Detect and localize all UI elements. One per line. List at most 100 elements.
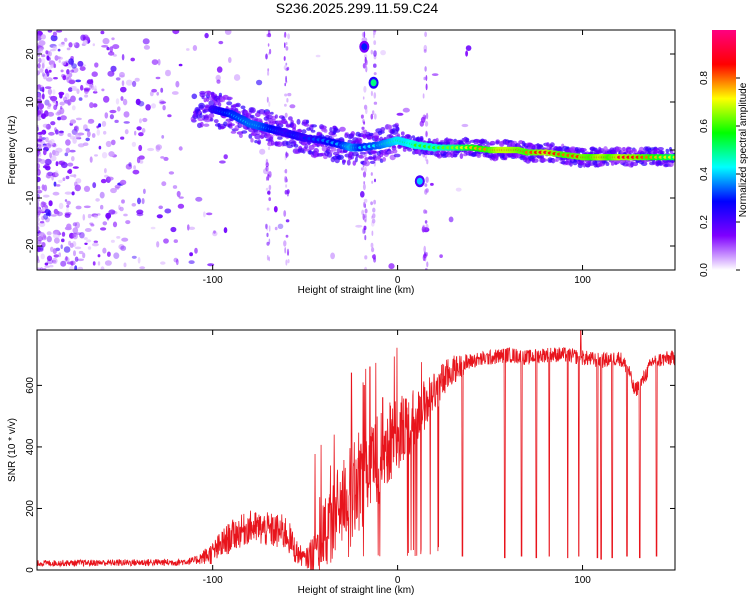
spectrogram-ridge-halo	[350, 155, 354, 160]
spectrogram-ridge-halo	[665, 148, 670, 153]
spectrogram-ridge-halo	[228, 123, 235, 127]
spectrogram-speckle	[138, 132, 144, 137]
spectrogram-speckle	[97, 254, 101, 258]
spectrogram-ridge-halo	[339, 126, 346, 132]
spectrogram-streak	[371, 215, 373, 220]
spectrogram-streak	[426, 112, 429, 120]
spectrogram-streak	[423, 49, 427, 53]
spectrogram-ridge-halo	[226, 101, 233, 106]
spectrogram-speckle	[71, 128, 78, 135]
spectrogram-streak	[364, 59, 368, 66]
spectrogram-speckle	[48, 69, 52, 73]
spectrogram-ridge-halo	[329, 127, 333, 133]
spectrogram-streak	[363, 85, 367, 93]
spectrogram-speckle	[47, 56, 51, 61]
spectrogram-speckle	[134, 77, 140, 82]
spectrogram-speckle	[79, 66, 86, 71]
spectrogram-streak	[364, 219, 367, 223]
spectrogram-ridge-halo	[288, 116, 293, 121]
spectrogram-speckle	[139, 266, 146, 270]
spectrogram-ridge-halo	[643, 160, 648, 165]
snr-y-label: SNR (10 * v/v)	[7, 418, 18, 482]
spectrogram-ridge-halo	[274, 114, 278, 119]
spectrogram-ridge-halo	[354, 156, 358, 163]
spectrogram-speckle	[107, 70, 115, 77]
spectrogram-ridge-halo	[358, 154, 365, 159]
spectrogram-ridge-halo	[352, 160, 357, 166]
spectrogram-ridge-halo	[419, 137, 423, 142]
spectrogram-speckle	[61, 231, 66, 237]
spectrogram-speckle	[109, 46, 114, 53]
spectrogram-speckle	[37, 109, 40, 117]
spectrogram-speckle	[107, 251, 111, 257]
spectrogram-speckle	[75, 205, 82, 210]
spectrogram-ridge-halo	[368, 132, 374, 136]
spectrogram-streak	[284, 42, 286, 49]
spectrogram-ridge-halo	[632, 161, 639, 167]
spectrogram-ridge-halo	[549, 142, 555, 148]
spectrogram-speckle	[41, 113, 46, 119]
spectrogram-streak	[425, 223, 429, 231]
spectrogram-streak	[422, 93, 425, 99]
spectrogram-speckle	[37, 150, 41, 153]
spectrogram-speckle	[155, 76, 161, 80]
spectrogram-speckle	[86, 130, 91, 138]
spectrogram-ridge-halo	[208, 113, 215, 119]
spectrogram-speckle	[141, 198, 145, 205]
spectrogram-speckle	[188, 226, 196, 230]
spectrogram-speckle	[39, 267, 44, 270]
spectrogram-ridge-halo	[193, 113, 198, 118]
spectrogram-ridge-halo	[199, 121, 204, 128]
spectrogram-speckle	[66, 47, 71, 51]
y-tick-label: -20	[25, 238, 36, 253]
spectrogram-streak	[364, 54, 368, 59]
spectrogram-streak	[423, 209, 427, 214]
spectrogram-ridge-halo	[282, 120, 287, 125]
spectrogram-ridge-halo	[459, 153, 464, 159]
spectrogram-streak	[363, 104, 368, 110]
spectrogram-speckle	[58, 59, 61, 63]
spectrogram-speckle	[171, 91, 179, 95]
spectrogram-streak	[266, 96, 269, 103]
spectrogram-speckle	[228, 57, 232, 63]
spectrogram-speckle	[355, 224, 363, 228]
spectrogram-ridge-halo	[495, 154, 499, 161]
spectrogram-streak	[285, 75, 287, 83]
spectrogram-streak	[422, 254, 426, 262]
spectrogram-ridge-halo	[395, 126, 400, 132]
spectrogram-streak	[422, 224, 426, 230]
spectrogram-speckle	[44, 158, 52, 165]
spectrogram-speckle	[52, 46, 58, 50]
spectrogram-speckle	[112, 54, 117, 57]
colorbar-tick-label: 0.8	[699, 71, 710, 85]
spectrogram-speckle	[124, 129, 129, 135]
spectrogram-streak	[362, 171, 367, 178]
spectrogram-speckle	[112, 44, 120, 50]
spectrogram-speckle	[71, 105, 76, 111]
spectrogram-speckle	[97, 261, 101, 266]
spectrogram-speckle	[40, 34, 46, 40]
spectrogram-streak	[425, 267, 428, 270]
spectrogram-ridge-halo	[373, 135, 380, 139]
spectrogram-speckle	[47, 171, 54, 177]
spectrogram-speckle	[189, 252, 194, 257]
spectrogram-speckle	[38, 108, 43, 115]
spectrogram-speckle	[91, 86, 95, 90]
spectrogram-speckle	[83, 185, 91, 192]
spectrogram-speckle	[37, 211, 40, 218]
spectrogram-speckle	[139, 118, 142, 124]
spectrogram-streak	[421, 226, 426, 233]
snr-y-ticks: 0 200 400 600	[25, 377, 675, 573]
spectrogram-speckle	[96, 129, 101, 136]
spectrogram-speckle	[37, 63, 41, 69]
spectrogram-streak	[370, 113, 374, 120]
spectrogram-speckle	[161, 181, 167, 187]
spectrogram-streak	[286, 66, 290, 71]
spectrogram-streak	[269, 48, 272, 55]
spectrogram-streak	[284, 247, 287, 254]
spectrogram-speckle	[120, 136, 125, 140]
spectrogram-speckle	[60, 69, 64, 73]
spectrogram-speckle	[66, 207, 69, 214]
spectrogram-speckle	[100, 30, 105, 35]
spectrogram-ridge-halo	[359, 151, 366, 155]
